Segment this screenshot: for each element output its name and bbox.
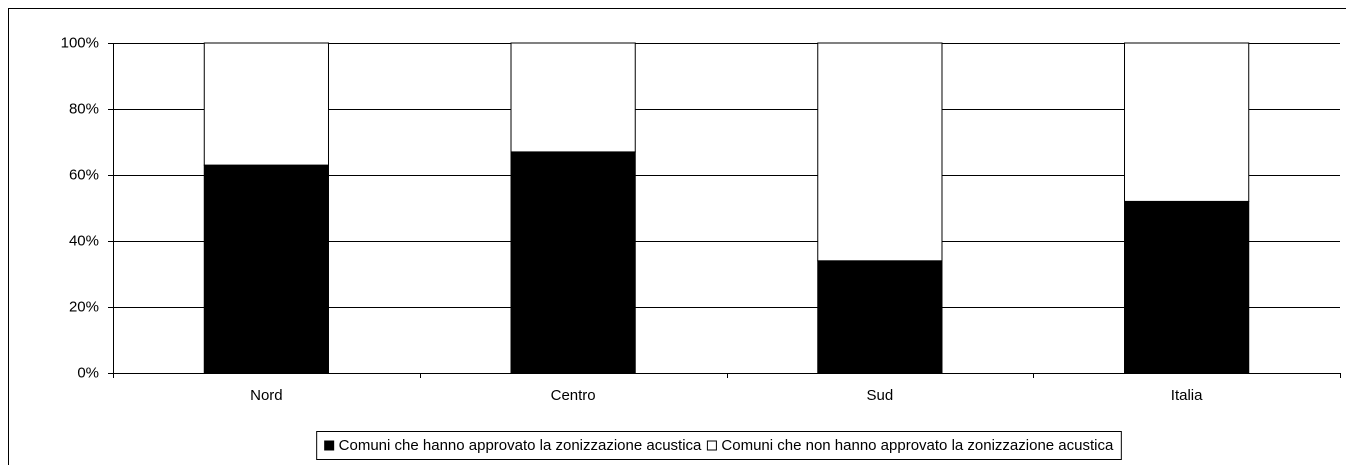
legend-marker [324,440,335,451]
legend-marker [706,440,717,451]
y-tick-label: 40% [69,232,99,249]
bar-segment [1124,42,1250,202]
y-tick-label: 60% [69,166,99,183]
bar-segment [817,42,943,262]
x-tick-label: Sud [867,387,894,404]
y-tick-label: 80% [69,100,99,117]
bar-segment [817,260,943,374]
y-tick-label: 100% [61,34,99,51]
bar-segment [203,42,329,166]
legend-box [316,431,1122,460]
legend-label: Comuni che non hanno approvato la zonizz… [721,437,1114,454]
bar-segment [1124,200,1250,374]
x-tick-label: Centro [551,387,596,404]
x-tick-label: Nord [250,387,283,404]
chart-border [8,8,1346,465]
x-tick-label: Italia [1171,387,1203,404]
bar-segment [510,151,636,374]
y-tick-label: 20% [69,298,99,315]
legend-label: Comuni che hanno approvato la zonizzazio… [339,437,702,454]
bar-segment [203,164,329,374]
y-tick-label: 0% [77,364,99,381]
bar-segment [510,42,636,153]
